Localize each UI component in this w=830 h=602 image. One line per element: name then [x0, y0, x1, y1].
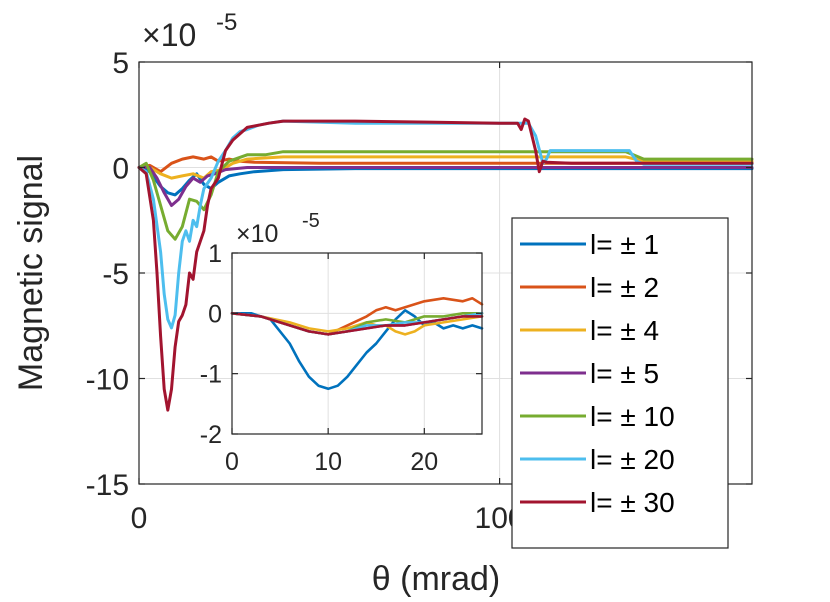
inset-x-ticks: 0 10 20 [225, 253, 438, 476]
inset-exponent-power: -5 [302, 210, 320, 232]
main-y-tick-label: -10 [86, 364, 129, 397]
inset-plot-background [232, 253, 482, 434]
inset-series-group [230, 297, 484, 391]
inset-y-tick-label: 0 [208, 300, 222, 328]
legend-label-l-1: l= ± 1 [590, 229, 659, 260]
legend-items: l= ± 1 l= ± 2 l= ± 4 l= ± 5 l= ± 10 l= ± 20 l=… [520, 229, 675, 518]
main-y-tick-label: -15 [86, 469, 129, 502]
main-y-tick-label: -5 [102, 258, 129, 291]
main-series-line-l-5 [137, 166, 754, 207]
inset-x-tick-label: 10 [314, 448, 342, 476]
y-axis-label: Magnetic signal [12, 155, 50, 391]
inset-y-tick-label: 1 [208, 240, 222, 268]
legend-label-l-10: l= ± 10 [590, 401, 675, 432]
main-series-line-l-2 [137, 155, 754, 174]
legend-label-l-2: l= ± 2 [590, 272, 659, 303]
inset-y-ticks: 1 0 -1 -2 [200, 240, 482, 449]
main-exponent-power: -5 [216, 9, 237, 36]
legend-label-l-20: l= ± 20 [590, 444, 675, 475]
main-series-group [137, 117, 754, 412]
inset-x-tick-label: 0 [225, 448, 239, 476]
legend: l= ± 1 l= ± 2 l= ± 4 l= ± 5 l= ± 10 l= ± 20 l=… [511, 217, 729, 549]
inset-plot: 10-1-2 0 10 20 ×10 -5 [200, 210, 484, 476]
inset-series-line-l-30 [230, 312, 484, 336]
legend-box [511, 217, 729, 549]
legend-label-l-30: l= ± 30 [590, 487, 675, 518]
inset-y-tick-label: -2 [200, 421, 222, 449]
legend-label-l-4: l= ± 4 [590, 315, 659, 346]
main-series-line-l-30 [137, 117, 754, 412]
x-axis-label: θ (mrad) [372, 560, 500, 598]
inset-exponent-base: ×10 [236, 220, 278, 248]
inset-x-tick-label: 20 [410, 448, 438, 476]
inset-plot-frame [231, 252, 483, 435]
main-y-tick-label: 0 [112, 153, 129, 186]
main-series-line-l-20 [137, 119, 754, 330]
main-y-ticks: 50-5-10-15 [86, 47, 752, 502]
inset-series-line-l-1 [230, 309, 484, 391]
legend-label-l-5: l= ± 5 [590, 358, 659, 389]
main-x-tick-label: 0 [131, 502, 148, 535]
main-exponent-base: ×10 [142, 17, 196, 53]
main-y-tick-label: 5 [112, 47, 129, 80]
inset-y-tick-label: -1 [200, 361, 222, 389]
